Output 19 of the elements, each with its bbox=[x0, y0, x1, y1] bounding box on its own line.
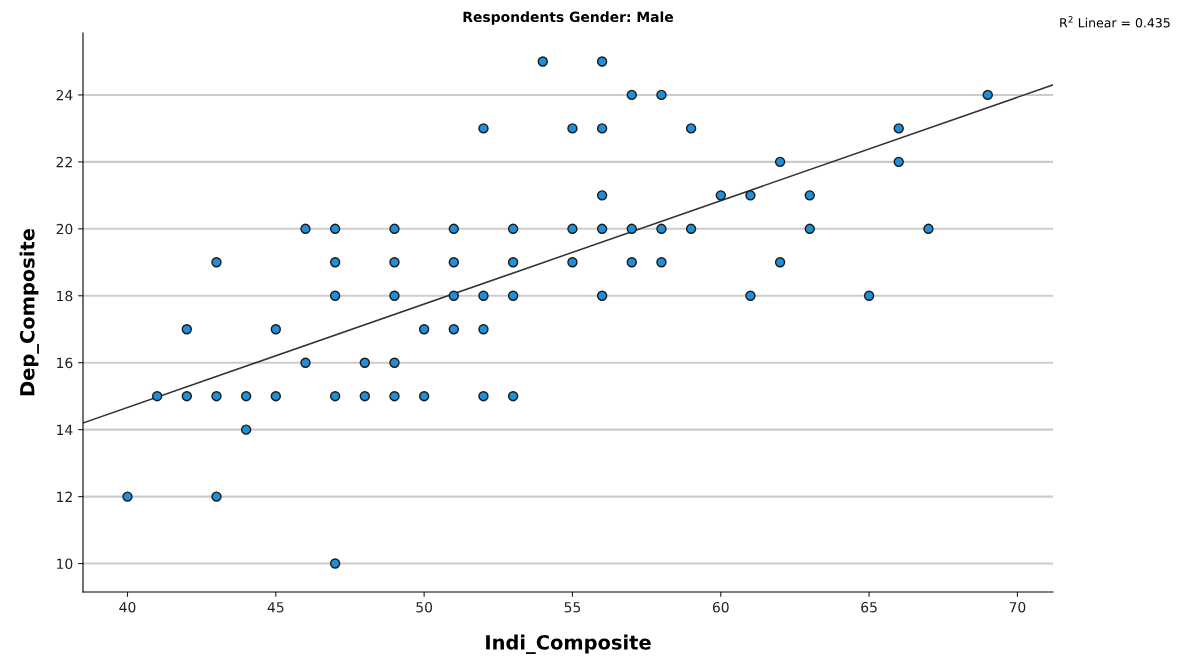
x-tick-label: 40 bbox=[119, 601, 136, 613]
x-tick-label: 65 bbox=[861, 601, 877, 613]
text: R$^{2}$ Linear = 0.435 bbox=[1060, 16, 1170, 28]
y-tick-label: 22 bbox=[56, 156, 72, 168]
y-tick-label: 20 bbox=[56, 223, 73, 235]
chart-title: Respondents Gender: Male bbox=[463, 11, 674, 25]
y-tick-label: 18 bbox=[57, 290, 73, 302]
x-tick-label: 45 bbox=[267, 602, 284, 613]
x-axis-title: Indi_Composite bbox=[486, 634, 651, 654]
y-tick-label: 14 bbox=[57, 424, 73, 435]
x-tick-label: 50 bbox=[416, 601, 433, 613]
x-tick-label: 55 bbox=[564, 602, 581, 613]
y-tick-label: 12 bbox=[57, 491, 72, 502]
x-tick-label: 60 bbox=[712, 601, 729, 613]
y-tick-label: 10 bbox=[57, 558, 73, 570]
y-tick-label: 16 bbox=[57, 357, 73, 369]
y-axis-title: Dep_Composite bbox=[19, 229, 39, 396]
x-tick-label: 70 bbox=[1009, 601, 1026, 613]
y-tick-label: 24 bbox=[56, 89, 73, 101]
